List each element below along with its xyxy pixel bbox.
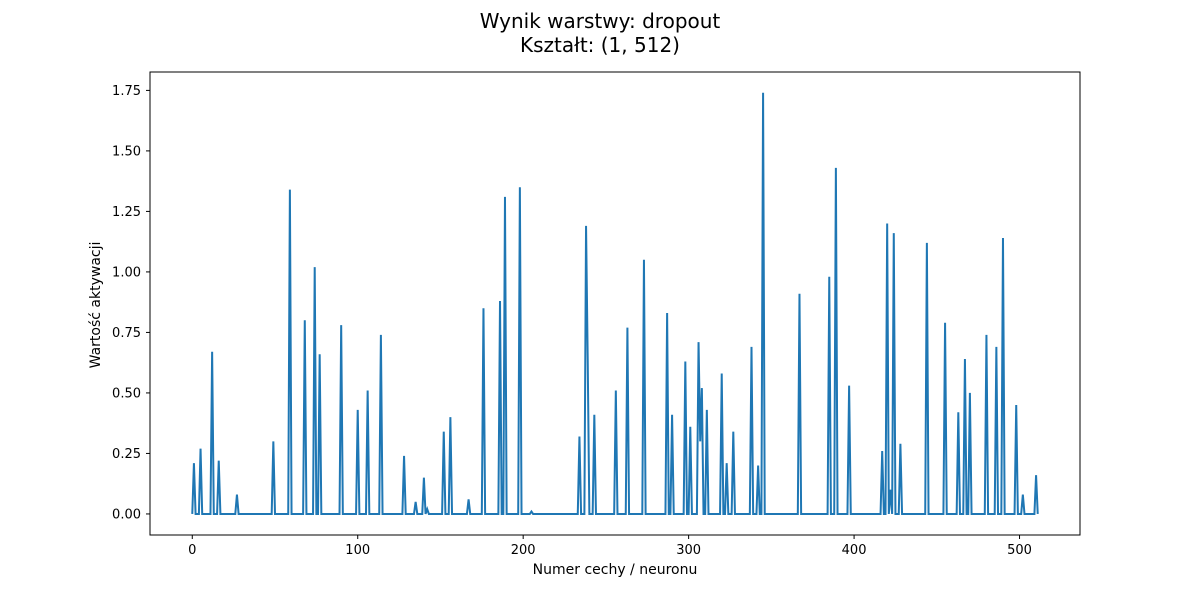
plot-area: 0 100 200 300 400 500 0.00 0.25 0.50 0.75 1.00 1.25…: [112, 71, 1081, 558]
y-tick-label: 0.75: [112, 326, 141, 341]
x-tick-label: 300: [676, 543, 701, 558]
x-tick-label: 100: [345, 543, 370, 558]
y-tick-label: 1.00: [112, 265, 141, 280]
y-axis-label: Wartość aktywacji: [88, 242, 104, 369]
x-tick-label: 500: [1007, 543, 1032, 558]
x-tick-label: 0: [188, 543, 196, 558]
chart-title-line-1: Wynik warstwy: dropout: [480, 9, 721, 33]
plot-frame: [149, 71, 1081, 536]
y-tick-label: 1.25: [112, 205, 141, 220]
y-tick-label: 0.25: [112, 447, 141, 462]
y-tick-label: 1.50: [112, 144, 141, 159]
y-tick-label: 0.50: [112, 386, 141, 401]
y-tick-label: 1.75: [112, 84, 141, 99]
x-tick-label: 400: [842, 543, 867, 558]
y-tick-label: 0.00: [112, 507, 141, 522]
series-line-0: [191, 92, 1039, 515]
x-tick-label: 200: [511, 543, 536, 558]
x-axis-label: Numer cechy / neuronu: [533, 562, 698, 578]
chart-title-line-2: Kształt: (1, 512): [520, 33, 680, 57]
